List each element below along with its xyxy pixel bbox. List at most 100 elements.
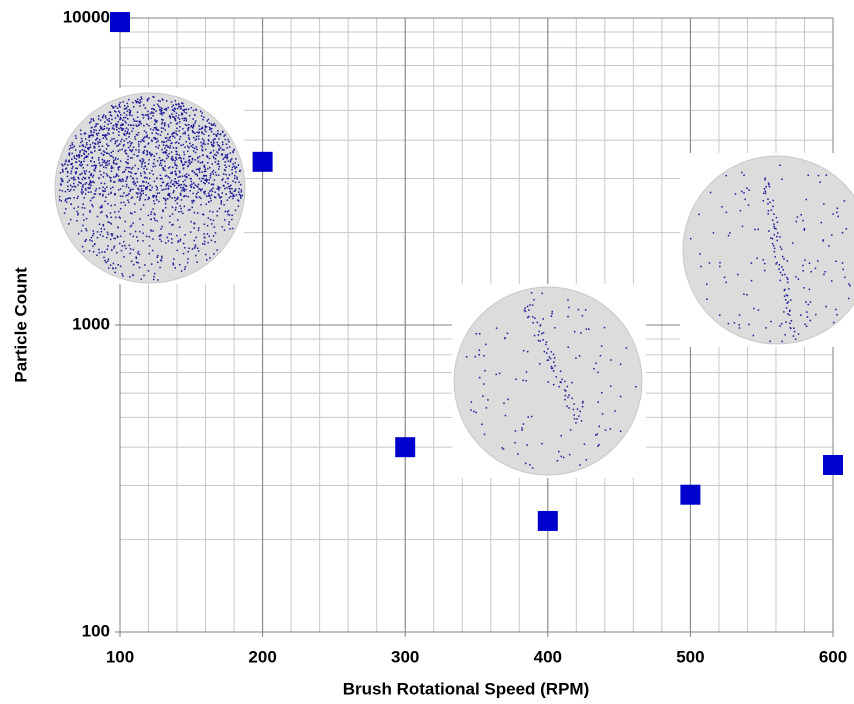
particle (117, 114, 119, 116)
particle (69, 154, 71, 156)
particle (848, 298, 850, 300)
particle (219, 208, 221, 210)
particle (764, 179, 766, 181)
particle (110, 155, 112, 157)
particle (531, 292, 533, 294)
particle (154, 155, 156, 157)
particle (234, 162, 236, 164)
particle (123, 112, 125, 114)
particle (200, 142, 202, 144)
particle (195, 244, 197, 246)
particle (539, 331, 541, 333)
particle (165, 242, 167, 244)
particle (78, 157, 80, 159)
particle (155, 185, 157, 187)
particle (182, 188, 184, 190)
particle (213, 133, 215, 135)
particle (166, 150, 168, 152)
particle (98, 115, 100, 117)
particle (125, 130, 127, 132)
particle (231, 219, 233, 221)
particle (212, 146, 214, 148)
particle (579, 411, 581, 413)
particle (216, 135, 218, 137)
particle (765, 192, 767, 194)
particle (515, 379, 517, 381)
particle (111, 170, 113, 172)
particle (232, 167, 234, 169)
particle (112, 187, 114, 189)
particle (139, 267, 141, 269)
particle (805, 199, 807, 201)
x-tick-label: 500 (676, 647, 704, 666)
particle (91, 237, 93, 239)
particle (136, 236, 138, 238)
particle (221, 179, 223, 181)
particle (176, 235, 178, 237)
particle (98, 146, 100, 148)
particle (118, 110, 120, 112)
particle (217, 211, 219, 213)
particle (131, 168, 133, 170)
particle (73, 156, 75, 158)
particle (553, 384, 555, 386)
particle (129, 167, 131, 169)
particle (141, 185, 143, 187)
particle (148, 183, 150, 185)
particle (227, 183, 229, 185)
particle (213, 170, 215, 172)
particle (194, 133, 196, 135)
particle (130, 233, 132, 235)
particle (185, 195, 187, 197)
particle (156, 132, 158, 134)
particle (110, 212, 112, 214)
particle (120, 117, 122, 119)
particle (154, 273, 156, 275)
particle (153, 112, 155, 114)
particle (89, 140, 91, 142)
particle (173, 104, 175, 106)
particle (120, 127, 122, 129)
particle (201, 180, 203, 182)
particle (159, 192, 161, 194)
particle (728, 323, 730, 325)
particle (566, 406, 568, 408)
particle (126, 138, 128, 140)
particle (198, 188, 200, 190)
particle (169, 194, 171, 196)
particle (93, 175, 95, 177)
x-tick-label: 600 (819, 647, 847, 666)
particle (184, 118, 186, 120)
particle (531, 416, 533, 418)
particle (189, 115, 191, 117)
particle (129, 149, 131, 151)
particle (539, 363, 541, 365)
particle (214, 241, 216, 243)
particle (81, 155, 83, 157)
particle (164, 198, 166, 200)
particle (73, 197, 75, 199)
particle (144, 130, 146, 132)
particle (205, 203, 207, 205)
particle (68, 223, 70, 225)
particle (151, 153, 153, 155)
particle (130, 175, 132, 177)
particle (175, 115, 177, 117)
particle (184, 133, 186, 135)
particle (573, 403, 575, 405)
particle (157, 104, 159, 106)
particle (115, 267, 117, 269)
particle (161, 178, 163, 180)
particle (158, 105, 160, 107)
particle (781, 323, 783, 325)
particle (149, 185, 151, 187)
particle (130, 145, 132, 147)
particle (95, 130, 97, 132)
particle (210, 173, 212, 175)
particle (837, 216, 839, 218)
particle (473, 411, 475, 413)
particle (527, 317, 529, 319)
particle (127, 106, 129, 108)
particle (180, 145, 182, 147)
particle (138, 132, 140, 134)
